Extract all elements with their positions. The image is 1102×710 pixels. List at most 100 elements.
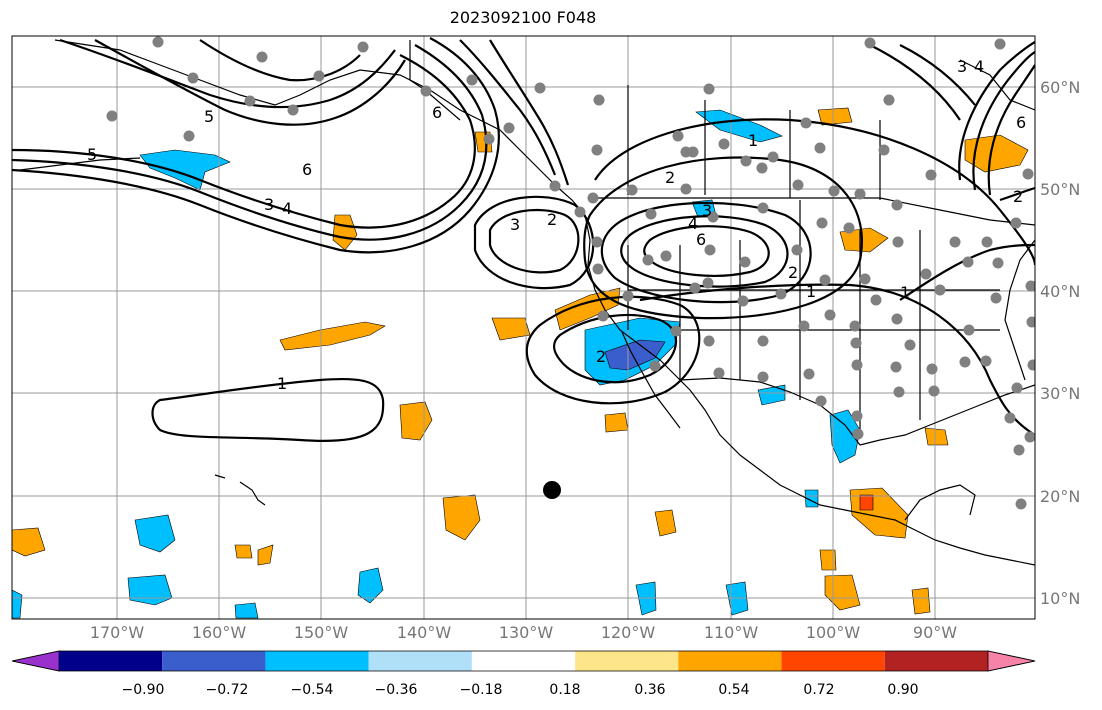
contour-band-1 bbox=[12, 54, 476, 229]
coast-baja bbox=[621, 331, 681, 429]
field-orange-13 bbox=[12, 527, 46, 557]
colorbar-extend-min bbox=[11, 650, 60, 672]
contour-label: 2 bbox=[788, 263, 798, 282]
lon-label: 100°W bbox=[805, 623, 861, 642]
field-blue-3 bbox=[695, 109, 783, 143]
lat-label: 10°N bbox=[1040, 589, 1081, 608]
contour-label: 2 bbox=[547, 210, 557, 229]
location-marker bbox=[543, 481, 561, 499]
colorbar-segment bbox=[265, 651, 369, 671]
coast-westcoast bbox=[554, 184, 1035, 566]
field-blue-4 bbox=[829, 409, 861, 464]
colorbar-label: 0.18 bbox=[549, 682, 581, 698]
contour-band-4 bbox=[59, 38, 396, 109]
colorbar-label: −0.90 bbox=[121, 682, 165, 698]
map-frame bbox=[11, 35, 1036, 620]
contour-label: 5 bbox=[87, 145, 97, 164]
map-title: 2023092100 F048 bbox=[449, 8, 597, 27]
contour-label: 3 bbox=[264, 195, 274, 214]
contour-east-2 bbox=[972, 51, 1035, 191]
contour-east-6 bbox=[999, 186, 1035, 202]
lon-label: 140°W bbox=[396, 623, 452, 642]
contour-east-5 bbox=[869, 44, 961, 121]
contour-label: 2 bbox=[596, 347, 606, 366]
contour-2-southwest bbox=[552, 313, 678, 384]
colorbar-segment bbox=[884, 651, 988, 671]
contour-labels: 1 1 1 2 2 2 2 3 3 3 3 4 4 4 5 5 6 6 6 6 … bbox=[87, 57, 1026, 393]
contour-label: 3 bbox=[510, 215, 520, 234]
colorbar-label: 0.90 bbox=[887, 682, 919, 698]
contour-label: 6 bbox=[1016, 113, 1026, 132]
contour-label: 4 bbox=[282, 199, 292, 218]
contour-2-center bbox=[473, 195, 595, 290]
field-blue-6 bbox=[127, 574, 173, 606]
contour-label: 3 bbox=[702, 201, 712, 220]
contour-label: 4 bbox=[688, 214, 698, 233]
colorbar bbox=[11, 650, 1036, 672]
contour-label: 6 bbox=[432, 103, 442, 122]
lat-label: 30°N bbox=[1040, 384, 1081, 403]
field-blue-7 bbox=[357, 567, 384, 604]
contour-band-3 bbox=[12, 37, 500, 254]
contour-label: 1 bbox=[806, 282, 816, 301]
contour-band-8 bbox=[489, 39, 570, 186]
lat-label: 60°N bbox=[1040, 78, 1081, 97]
colorbar-label: −0.54 bbox=[290, 682, 334, 698]
contour-1-pacific bbox=[151, 377, 385, 442]
field-purple-1 bbox=[604, 339, 666, 371]
colorbar-label: 0.72 bbox=[803, 682, 835, 698]
field-blue-13 bbox=[234, 602, 259, 619]
contour-east-4 bbox=[899, 44, 976, 106]
lon-label: 120°W bbox=[600, 623, 656, 642]
colorbar-label: −0.18 bbox=[459, 682, 503, 698]
field-blue-2 bbox=[139, 149, 231, 191]
field-blue-5 bbox=[134, 514, 176, 553]
colorbar-outline bbox=[11, 650, 1036, 672]
contour-5-rockies bbox=[620, 215, 789, 288]
contour-band-2 bbox=[12, 44, 488, 241]
contour-label: 3 bbox=[957, 57, 967, 76]
contour-label: 1 bbox=[277, 374, 287, 393]
colorbar-label: 0.36 bbox=[634, 682, 666, 698]
colorbar-segment bbox=[162, 651, 266, 671]
lon-label: 170°W bbox=[89, 623, 145, 642]
colorbar-segment bbox=[678, 651, 782, 671]
coast-gulf bbox=[859, 384, 1035, 446]
field-orange-14 bbox=[654, 509, 677, 537]
lon-label: 130°W bbox=[498, 623, 554, 642]
lon-label: 90°W bbox=[912, 623, 958, 642]
colorbar-extend-max bbox=[987, 650, 1036, 672]
field-orange-20 bbox=[911, 587, 931, 615]
colorbar-segment bbox=[575, 651, 679, 671]
colorbar-segment bbox=[471, 651, 576, 671]
contour-label: 1 bbox=[748, 131, 758, 150]
contour-label: 2 bbox=[1013, 187, 1023, 206]
lon-label: 110°W bbox=[703, 623, 759, 642]
field-orange-8 bbox=[817, 107, 853, 126]
contour-2-rockies bbox=[583, 156, 863, 320]
contour-east-1 bbox=[958, 41, 1035, 181]
contour-band-6 bbox=[199, 39, 361, 82]
contour-3-center bbox=[488, 208, 580, 274]
graticule bbox=[12, 36, 1035, 619]
field-orange-11 bbox=[859, 494, 874, 511]
contour-label: 6 bbox=[302, 160, 312, 179]
field-blue-10 bbox=[757, 384, 786, 406]
field-blue-12 bbox=[12, 589, 23, 619]
field-orange-7 bbox=[964, 134, 1029, 173]
lat-label: 20°N bbox=[1040, 487, 1081, 506]
field-orange-21 bbox=[819, 549, 837, 571]
colorbar-label: −0.72 bbox=[205, 682, 249, 698]
contour-band-7 bbox=[459, 39, 557, 176]
lat-label: 50°N bbox=[1040, 180, 1081, 199]
contour-label: 6 bbox=[696, 230, 706, 249]
contour-label: 5 bbox=[204, 107, 214, 126]
contour-band-5 bbox=[94, 39, 406, 126]
colorbar-segment bbox=[368, 651, 472, 671]
lon-label: 160°W bbox=[191, 623, 247, 642]
colorbar-label: −0.36 bbox=[374, 682, 418, 698]
colorbar-label: 0.54 bbox=[718, 682, 750, 698]
colorbar-segment bbox=[781, 651, 885, 671]
contour-east-3 bbox=[987, 64, 1035, 196]
